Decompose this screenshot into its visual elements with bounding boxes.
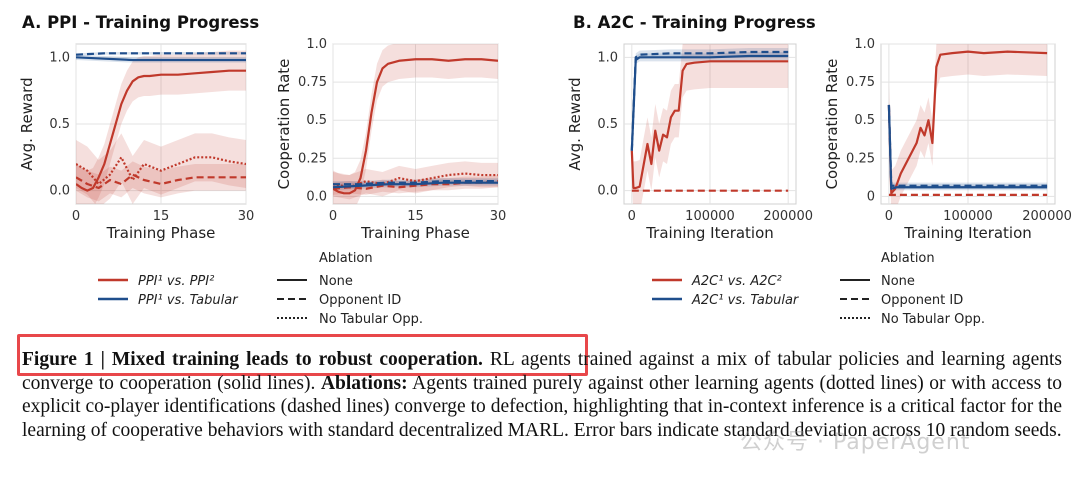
caption-ablations-label: Ablations: bbox=[320, 372, 408, 394]
y-tick-label: 0.75 bbox=[846, 75, 875, 90]
series-group bbox=[76, 50, 246, 204]
figure-caption: Figure 1 | Mixed training leads to robus… bbox=[22, 348, 1062, 442]
y-tick-label: 0.5 bbox=[597, 117, 618, 132]
legend-a-label-none: None bbox=[319, 274, 353, 289]
series-line-red-solid bbox=[630, 60, 789, 190]
watermark: 公众号 · PaperAgent bbox=[740, 430, 971, 455]
legend-a-series: PPI¹ vs. PPI² PPI¹ vs. Tabular bbox=[98, 274, 239, 308]
y-tick-label: 0.75 bbox=[298, 75, 327, 90]
legend-b-series: A2C¹ vs. A2C² A2C¹ vs. Tabular bbox=[652, 274, 800, 308]
legend-b-ablation: Ablation None Opponent ID No Tabular Opp… bbox=[840, 251, 985, 327]
caption-text-1: RL agents trained against a mix of tabul… bbox=[22, 349, 1062, 394]
x-axis-label: Training Phase bbox=[360, 224, 470, 242]
legend-a-ablation: Ablation None Opponent ID No Tabular Opp… bbox=[277, 251, 423, 327]
y-tick-label: 0.25 bbox=[846, 151, 875, 166]
y-tick-label: 0.5 bbox=[854, 113, 875, 128]
y-tick-label: 0 bbox=[867, 189, 875, 204]
caption-title: Figure 1 | Mixed training leads to robus… bbox=[22, 349, 483, 370]
series-line-red-dashed bbox=[76, 173, 246, 190]
caption-text-2: Agents trained purely against other lear… bbox=[22, 372, 1062, 441]
legend-a-label-no-tabular: No Tabular Opp. bbox=[319, 312, 423, 327]
panel-b-title: B. A2C - Training Progress bbox=[573, 13, 816, 32]
legend-b-label-red: A2C¹ vs. A2C² bbox=[691, 274, 782, 289]
y-axis-label: Cooperation Rate bbox=[823, 59, 841, 190]
series-line-blue-solid bbox=[887, 104, 1048, 190]
error-band bbox=[333, 44, 498, 204]
x-tick-label: 100000 bbox=[943, 209, 993, 224]
x-tick-label: 30 bbox=[238, 209, 255, 224]
x-tick-label: 0 bbox=[628, 209, 636, 224]
series-line-blue-dashed bbox=[333, 180, 498, 186]
legend-b-label-no-tabular: No Tabular Opp. bbox=[881, 312, 985, 327]
legend-b-label-opponent-id: Opponent ID bbox=[881, 293, 963, 308]
y-axis-label: Cooperation Rate bbox=[275, 59, 293, 190]
error-band bbox=[76, 133, 246, 204]
series-line-blue-solid bbox=[333, 181, 498, 189]
x-tick-label: 30 bbox=[490, 209, 507, 224]
chart-2: 0 15 30 0.0 0.25 0.5 0.75 1.0 Training Phase Coop… bbox=[275, 37, 506, 242]
series-line-blue-solid bbox=[76, 56, 246, 62]
x-tick-label: 15 bbox=[407, 209, 424, 224]
x-tick-label: 200000 bbox=[763, 209, 813, 224]
error-band bbox=[631, 44, 789, 204]
caption-highlight-box bbox=[17, 334, 588, 376]
x-axis-label: Training Phase bbox=[106, 224, 216, 242]
x-tick-label: 0 bbox=[329, 209, 337, 224]
y-tick-label: 1.0 bbox=[597, 50, 618, 65]
series-line-red-solid bbox=[76, 69, 246, 192]
x-tick-label: 0 bbox=[885, 209, 893, 224]
series-line-blue-dashed bbox=[887, 104, 1048, 187]
chart-1: 0 15 30 0.0 0.5 1.0 Training Phase Avg. Reward bbox=[18, 43, 255, 242]
y-tick-label: 1.0 bbox=[306, 37, 327, 52]
legend-b-ablation-title: Ablation bbox=[881, 251, 935, 266]
y-axis-label: Avg. Reward bbox=[18, 77, 36, 170]
y-tick-label: 0.0 bbox=[597, 184, 618, 199]
y-tick-label: 0.25 bbox=[298, 151, 327, 166]
series-line-blue-dashed bbox=[630, 50, 789, 151]
x-tick-label: 100000 bbox=[685, 209, 735, 224]
series-line-red-solid bbox=[333, 58, 498, 195]
series-line-red-solid bbox=[887, 50, 1048, 195]
x-tick-label: 15 bbox=[153, 209, 170, 224]
x-axis-label: Training Iteration bbox=[645, 224, 774, 242]
error-band bbox=[76, 161, 246, 202]
y-tick-label: 0.5 bbox=[49, 117, 70, 132]
legend-a-label-red: PPI¹ vs. PPI² bbox=[138, 274, 214, 289]
legend-b-label-blue: A2C¹ vs. Tabular bbox=[691, 293, 800, 308]
legend-b-label-none: None bbox=[881, 274, 915, 289]
y-tick-label: 0.5 bbox=[306, 113, 327, 128]
y-tick-label: 0.0 bbox=[49, 184, 70, 199]
legend-a-label-blue: PPI¹ vs. Tabular bbox=[138, 293, 239, 308]
legend-a-label-opponent-id: Opponent ID bbox=[319, 293, 401, 308]
error-band bbox=[76, 50, 246, 204]
x-axis-label: Training Iteration bbox=[903, 224, 1032, 242]
panel-a-title: A. PPI - Training Progress bbox=[22, 13, 259, 32]
x-tick-label: 200000 bbox=[1022, 209, 1072, 224]
series-group bbox=[630, 44, 789, 204]
figure-1: A. PPI - Training Progress B. A2C - Trai… bbox=[18, 13, 1072, 327]
series-line-blue-dashed bbox=[76, 52, 246, 56]
chart-4: 0 100000 200000 0 0.25 0.5 0.75 1.0 Training Ite… bbox=[823, 37, 1072, 242]
series-group bbox=[333, 44, 498, 204]
y-tick-label: 0.0 bbox=[306, 189, 327, 204]
chart-3: 0 100000 200000 0.0 0.5 1.0 Training Iteration… bbox=[566, 43, 813, 242]
series-group bbox=[887, 44, 1048, 204]
y-tick-label: 1.0 bbox=[49, 50, 70, 65]
y-tick-label: 1.0 bbox=[854, 37, 875, 52]
y-axis-label: Avg. Reward bbox=[566, 77, 584, 170]
x-tick-label: 0 bbox=[72, 209, 80, 224]
legend-a-ablation-title: Ablation bbox=[319, 251, 373, 266]
